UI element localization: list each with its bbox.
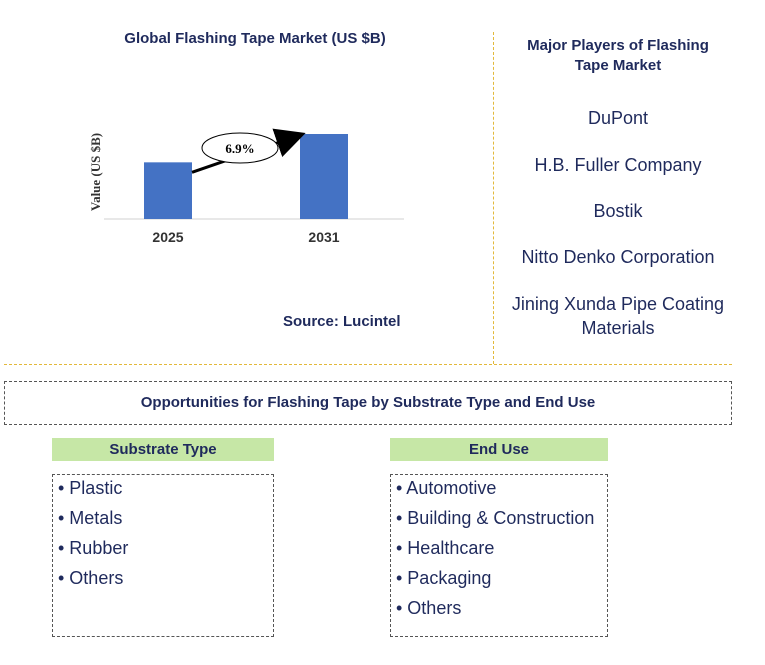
chart-title: Global Flashing Tape Market (US $B) <box>124 30 386 47</box>
list-item: • Healthcare <box>396 538 495 558</box>
segment-header-substrate-type: Substrate Type <box>52 438 274 461</box>
opportunities-title: Opportunities for Flashing Tape by Subst… <box>140 394 596 411</box>
cagr-ellipse <box>201 132 279 164</box>
player-name: Jining Xunda Pipe Coating <box>511 294 725 314</box>
bar-2031 <box>300 134 348 219</box>
chart-source: Source: Lucintel <box>283 313 401 330</box>
player-item: Bostik <box>500 199 736 223</box>
player-name: Bostik <box>593 201 643 221</box>
segment-header-end-use: End Use <box>390 438 608 461</box>
segment-box-end-use <box>390 474 608 637</box>
list-item: • Others <box>396 598 462 618</box>
players-title-line-2: Tape Market <box>574 57 662 74</box>
segment-list-substrate-type: • Plastic • Metals • Rubber • Others <box>58 473 128 593</box>
bar-2025 <box>144 162 192 219</box>
player-name: H.B. Fuller Company <box>534 155 702 175</box>
list-item: • Plastic <box>58 478 123 498</box>
players-title: Major Players of Flashing Tape Market <box>503 36 733 76</box>
segment-box-substrate-type <box>52 474 274 637</box>
player-name-line-2: Materials <box>581 318 655 338</box>
player-item: Nitto Denko Corporation <box>500 245 736 269</box>
player-item: Jining Xunda Pipe Coating Materials <box>500 292 736 340</box>
opportunities-box <box>4 381 732 425</box>
segment-list-end-use: • Automotive • Building & Construction •… <box>396 473 594 623</box>
horizontal-divider <box>4 364 732 365</box>
list-item: • Building & Construction <box>396 508 595 528</box>
y-axis-label: Value (US $B) <box>88 133 103 211</box>
x-tick-label: 2031 <box>308 229 339 245</box>
list-item: • Metals <box>58 508 123 528</box>
players-title-line-1: Major Players of Flashing <box>527 37 709 54</box>
player-item: H.B. Fuller Company <box>500 153 736 177</box>
list-item: • Packaging <box>396 568 492 588</box>
x-tick-label: 2025 <box>152 229 183 245</box>
list-item: • Automotive <box>396 478 497 498</box>
list-item: • Others <box>58 568 124 588</box>
player-name: DuPont <box>587 108 649 128</box>
cagr-label: 6.9% <box>225 141 254 156</box>
vertical-divider <box>493 32 494 364</box>
player-item: DuPont <box>500 106 736 130</box>
list-item: • Rubber <box>58 538 129 558</box>
bar-chart: 2025 2031 Value (US $B) 6.9% <box>88 128 404 245</box>
player-name: Nitto Denko Corporation <box>521 247 715 267</box>
